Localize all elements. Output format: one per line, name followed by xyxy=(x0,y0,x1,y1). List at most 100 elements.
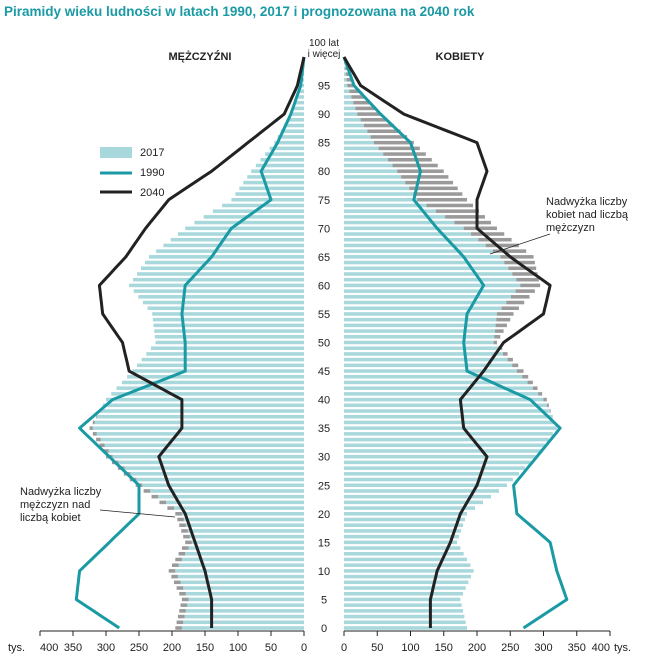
bar-male-20 xyxy=(181,512,304,516)
bar-female-78 xyxy=(344,180,406,185)
bar-male-83 xyxy=(265,152,304,156)
bar-male-42 xyxy=(116,386,304,390)
bar-male-78 xyxy=(243,180,304,185)
bar-male-18 xyxy=(185,523,304,527)
unit-left: tys. xyxy=(8,642,25,654)
bar-female-50 xyxy=(344,340,494,345)
bar-female-79 xyxy=(344,175,402,179)
bar-male-93 xyxy=(296,95,304,99)
bar-female-10 xyxy=(344,569,474,573)
bar-female-61 xyxy=(344,277,517,282)
bar-female-excess-57 xyxy=(506,300,525,305)
bar-male-excess-31 xyxy=(102,449,109,453)
bar-male-17 xyxy=(187,529,304,533)
bar-female-excess-38 xyxy=(550,409,551,413)
bar-female-47 xyxy=(344,357,508,362)
bar-male-7 xyxy=(183,586,304,590)
bar-male-31 xyxy=(108,449,304,453)
line-1990-male xyxy=(74,56,306,630)
bar-female-39 xyxy=(344,403,547,408)
bar-female-3 xyxy=(344,609,464,613)
bar-female-excess-77 xyxy=(409,186,458,191)
bar-female-76 xyxy=(344,192,414,196)
bar-female-27 xyxy=(344,472,519,476)
age-tick-10: 10 xyxy=(318,566,330,578)
age-tick-45: 45 xyxy=(318,366,330,378)
legend-swatch-2017 xyxy=(100,147,132,158)
x-tick-label-left-7: 50 xyxy=(265,642,277,654)
x-tick-label-left-5: 150 xyxy=(196,642,214,654)
bar-male-excess-34 xyxy=(92,432,97,436)
bar-female-excess-95 xyxy=(347,83,354,88)
series-lines xyxy=(74,56,569,630)
labels: 0 5 10 15 20 25 30 35 40 45 50 55 60 65 70 75 80 85 90 95 10… xyxy=(20,38,629,635)
bar-female-75 xyxy=(344,197,418,202)
x-tick-label-left-3: 250 xyxy=(130,642,148,654)
bar-female-18 xyxy=(344,523,464,527)
annotation-men-line-0: Nadwyżka liczby xyxy=(20,486,102,498)
bar-female-excess-65 xyxy=(500,255,534,259)
bar-female-excess-86 xyxy=(370,135,408,139)
bar-female-excess-83 xyxy=(383,152,426,156)
annotation-women-leader xyxy=(489,233,551,255)
bar-female-38 xyxy=(344,409,551,413)
bar-female-excess-45 xyxy=(516,369,524,373)
bar-female-13 xyxy=(344,551,464,556)
age-tick-20: 20 xyxy=(318,509,330,521)
bar-female-excess-43 xyxy=(527,380,533,385)
bar-male-65 xyxy=(148,255,304,259)
bar-female-excess-81 xyxy=(392,163,438,168)
bar-female-excess-51 xyxy=(494,335,501,339)
bar-female-excess-94 xyxy=(349,89,360,94)
bar-male-9 xyxy=(177,574,304,579)
bar-female-48 xyxy=(344,352,503,356)
x-tick-label-right-0: 0 xyxy=(341,642,347,654)
age-tick-50: 50 xyxy=(318,338,330,350)
bar-male-excess-5 xyxy=(181,597,189,602)
bar-female-excess-70 xyxy=(463,226,497,231)
annotation-men-line-1: mężczyzn nad xyxy=(20,499,90,511)
bar-female-57 xyxy=(344,300,507,305)
bar-male-23 xyxy=(158,494,304,499)
bar-male-50 xyxy=(155,340,304,345)
bar-male-excess-7 xyxy=(176,586,184,590)
bar-female-5 xyxy=(344,597,461,602)
bar-female-excess-60 xyxy=(520,283,541,288)
bar-female-69 xyxy=(344,232,472,236)
bar-female-12 xyxy=(344,557,468,562)
bar-female-excess-46 xyxy=(512,363,519,368)
bar-male-26 xyxy=(136,477,304,482)
bar-male-39 xyxy=(102,403,304,408)
bar-female-excess-87 xyxy=(367,129,401,134)
age-tick-30: 30 xyxy=(318,452,330,464)
bar-female-excess-50 xyxy=(493,340,497,345)
bar-female-62 xyxy=(344,272,513,276)
bar-male-51 xyxy=(154,335,304,339)
bar-male-73 xyxy=(212,209,304,213)
line-2040-male xyxy=(97,56,306,628)
bar-male-75 xyxy=(231,197,304,202)
heading-men: MĘŻCZYŹNI xyxy=(169,50,232,63)
bar-female-55 xyxy=(344,312,497,316)
bar-male-30 xyxy=(112,454,304,459)
bar-male-53 xyxy=(153,323,304,328)
bar-female-77 xyxy=(344,186,410,191)
bar-male-37 xyxy=(96,414,304,419)
bar-female-99 xyxy=(344,60,345,65)
heading-women: KOBIETY xyxy=(436,51,486,63)
bar-female-98 xyxy=(344,66,346,71)
bar-female-excess-71 xyxy=(454,220,491,225)
bar-female-excess-63 xyxy=(508,266,537,271)
bar-male-excess-21 xyxy=(167,506,174,510)
bar-female-72 xyxy=(344,215,446,219)
bar-female-66 xyxy=(344,249,493,253)
bar-male-6 xyxy=(185,591,304,596)
bar-female-excess-55 xyxy=(496,312,514,316)
bar-female-40 xyxy=(344,397,544,402)
bar-female-91 xyxy=(344,106,356,111)
bar-male-10 xyxy=(175,569,304,573)
bar-male-excess-35 xyxy=(89,426,93,430)
bar-male-excess-0 xyxy=(175,626,182,630)
bar-female-1 xyxy=(344,620,466,625)
bar-male-32 xyxy=(104,443,305,448)
